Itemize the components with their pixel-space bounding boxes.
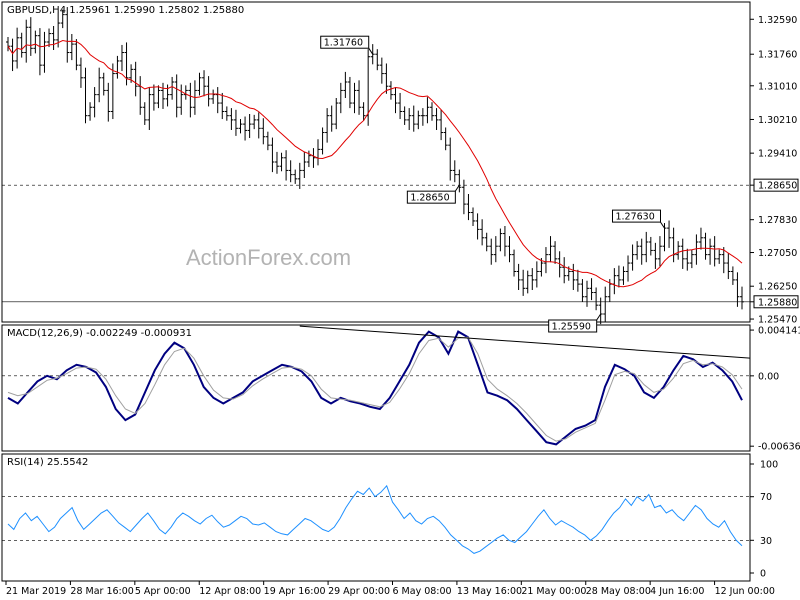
- time-tick-label: 28 May 08:00: [586, 586, 651, 597]
- time-tick-label: 29 Apr 00:00: [328, 586, 390, 597]
- rsi-label: RSI(14): [7, 457, 44, 468]
- ohlc-high: 1.25990: [113, 5, 156, 16]
- price-tick-label: 1.26250: [758, 282, 797, 293]
- symbol-label: GBPUSD,H4: [7, 5, 67, 16]
- macd-label: MACD(12,26,9): [7, 328, 83, 339]
- macd-tick-label: 0.00: [758, 371, 779, 382]
- time-tick-label: 4 Jun 16:00: [650, 586, 704, 597]
- macd-tick-label: 0.004141: [758, 326, 800, 337]
- time-tick-label: 12 Jun 00:00: [715, 586, 775, 597]
- time-tick-label: 21 Mar 2019: [6, 586, 66, 597]
- ohlc-close: 1.25880: [202, 5, 245, 16]
- watermark: ActionForex.com: [186, 245, 352, 270]
- price-tick-label: 1.31760: [758, 50, 797, 61]
- pane-frame-1: [1, 324, 751, 452]
- annotation-leader: [596, 313, 602, 321]
- time-tick-label: 6 May 08:00: [392, 586, 451, 597]
- annotation-leader: [454, 184, 460, 192]
- price-tick-label: 1.27050: [758, 248, 797, 259]
- price-tick-label: 1.25880: [758, 297, 797, 308]
- rsi-tick-label: 0: [760, 569, 766, 580]
- time-tick-label: 28 Mar 16:00: [70, 586, 133, 597]
- annotation-label: 1.25590: [552, 322, 591, 333]
- rsi-tick-label: 100: [760, 460, 778, 471]
- macd-signal-value: -0.000931: [140, 328, 192, 339]
- price-tick-label: 1.30210: [758, 115, 797, 126]
- rsi-tick-label: 30: [760, 536, 772, 547]
- time-tick-label: 12 Apr 08:00: [199, 586, 261, 597]
- pane-frame-2: [1, 453, 751, 582]
- rsi-line: [7, 484, 743, 554]
- rsi-pane-title: RSI(14) 25.5542: [7, 457, 88, 468]
- rsi-tick-label: 70: [760, 492, 772, 503]
- price-tick-label: 1.29410: [758, 149, 797, 160]
- macd-tick-label: -0.006365: [758, 442, 800, 453]
- price-level-box: [753, 295, 799, 309]
- ohlc-low: 1.25802: [158, 5, 200, 16]
- pane-frame-0: [1, 1, 751, 323]
- price-tick-label: 1.27830: [758, 215, 797, 226]
- macd-pane-title: MACD(12,26,9) -0.002249 -0.000931: [7, 328, 192, 339]
- price-tick-label: 1.25470: [758, 315, 797, 326]
- annotation-box: [548, 319, 598, 333]
- rsi-value: 25.5542: [46, 457, 89, 468]
- annotation-box: [320, 35, 370, 49]
- time-tick-label: 19 Apr 16:00: [264, 586, 326, 597]
- macd-signal-line: [7, 336, 743, 442]
- annotation-box: [406, 190, 456, 204]
- price-tick-label: 1.28650: [758, 181, 797, 192]
- annotation-leader: [660, 221, 665, 229]
- moving-average-line: [7, 39, 743, 288]
- annotation-leader: [368, 47, 374, 55]
- price-level-box: [753, 178, 799, 192]
- time-tick-label: 13 May 16:00: [457, 586, 522, 597]
- annotation-label: 1.27630: [615, 212, 654, 223]
- ohlc-open: 1.25961: [69, 5, 111, 16]
- price-tick-label: 1.32590: [758, 15, 797, 26]
- price-tick-label: 1.31010: [758, 81, 797, 92]
- time-tick-label: 21 May 00:00: [521, 586, 586, 597]
- annotation-box: [611, 209, 661, 223]
- macd-value: -0.002249: [86, 328, 138, 339]
- macd-trendline: [299, 325, 751, 359]
- price-pane-title: GBPUSD,H4 1.25961 1.25990 1.25802 1.2588…: [7, 5, 244, 16]
- time-tick-label: 5 Apr 00:00: [135, 586, 191, 597]
- annotation-label: 1.28650: [410, 193, 449, 204]
- macd-main-line: [7, 330, 743, 446]
- annotation-label: 1.31760: [324, 38, 363, 49]
